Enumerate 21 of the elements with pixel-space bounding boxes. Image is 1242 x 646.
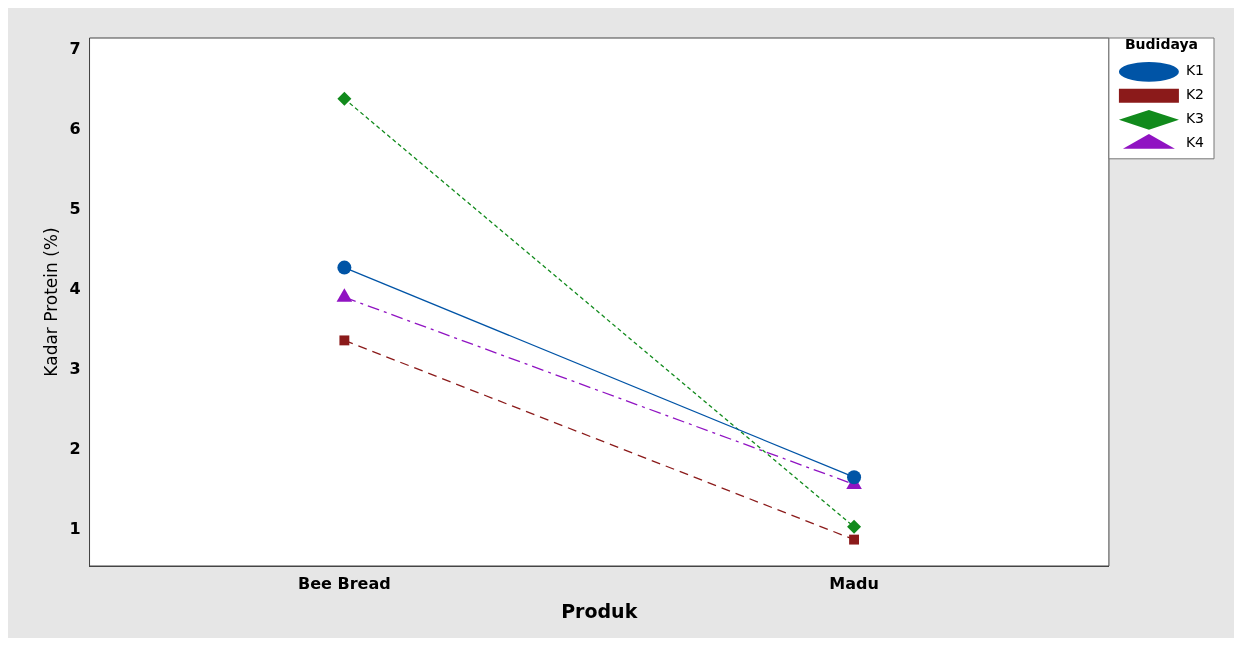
x-tick-label: Madu (829, 573, 879, 593)
x-tick-label: Bee Bread (298, 573, 391, 593)
y-tick-label: 1 (69, 519, 81, 539)
y-tick-label: 6 (69, 119, 81, 139)
y-axis-title: Kadar Protein (%) (40, 227, 61, 377)
point (339, 335, 350, 346)
point (337, 91, 352, 106)
legend-label: K4 (1185, 134, 1205, 151)
point (337, 260, 352, 275)
y-tick-label: 5 (69, 199, 81, 219)
y-tick-label: 7 (69, 39, 81, 59)
point (849, 534, 860, 545)
x-axis-title: Produk (561, 599, 638, 622)
legend-title: Budidaya (1124, 35, 1198, 52)
legend-label: K2 (1185, 86, 1205, 103)
legend-label: K3 (1185, 110, 1205, 127)
y-tick-label: 3 (69, 359, 81, 379)
legend-label: K1 (1185, 62, 1205, 79)
y-tick-label: 2 (69, 439, 81, 459)
y-tick-label: 4 (69, 279, 81, 299)
point (847, 519, 862, 534)
